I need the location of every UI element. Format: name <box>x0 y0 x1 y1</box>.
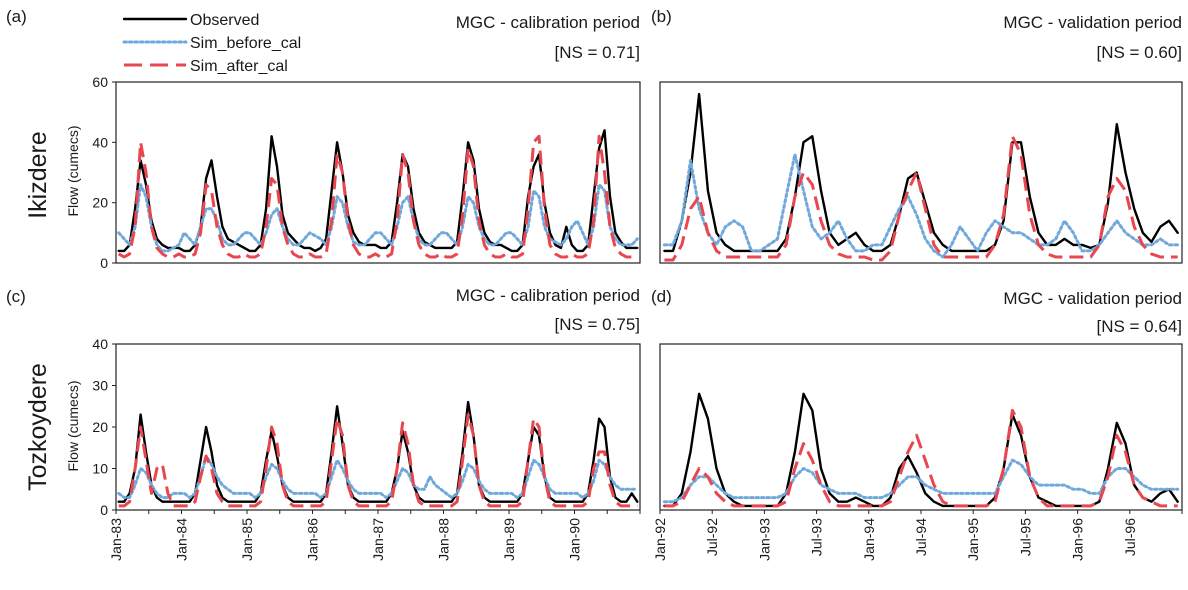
legend: Observed Sim_before_cal Sim_after_cal <box>122 12 301 75</box>
plot-frame-c <box>115 343 641 511</box>
series-sim-after-cal-c <box>118 413 638 508</box>
series-observed-c <box>117 400 639 503</box>
ylabel-top: Flow (cumecs) <box>65 125 81 216</box>
xtick-label-c-7: Jan-90 <box>567 518 583 561</box>
panel-ns-c: [NS = 0.75] <box>554 315 640 334</box>
plot-frame-b <box>659 81 1183 264</box>
plot-frame-a <box>115 81 641 264</box>
panel-ns-a: [NS = 0.71] <box>554 43 640 62</box>
panel-letter-d: (d) <box>651 287 672 306</box>
xtick-label-c-1: Jan-84 <box>174 518 190 561</box>
xtick-label-c-2: Jan-85 <box>239 518 255 561</box>
series-sim-after-cal-b <box>664 134 1178 262</box>
xtick-label-c-5: Jan-88 <box>436 518 452 561</box>
series-sim-before-cal-a <box>117 183 639 253</box>
xtick-label-d-6: Jan-95 <box>965 518 981 561</box>
ytick-label-a-40: 40 <box>92 134 108 150</box>
xtick-label-d-0: Jan-92 <box>652 518 668 561</box>
plot-panels: 0 20 40 60 0 10 20 30 40 Jan-83 Jan-84 Jan-85 Jan-86… <box>92 74 1183 561</box>
panel-title-d: MGC - validation period <box>1003 289 1182 308</box>
series-sim-after-cal-d <box>664 408 1178 508</box>
panel-ns-d: [NS = 0.64] <box>1096 317 1182 336</box>
xtick-label-c-6: Jan-89 <box>501 518 517 561</box>
legend-label-observed: Observed <box>190 12 259 29</box>
ytick-label-c-10: 10 <box>92 461 108 477</box>
xtick-label-d-7: Jul-95 <box>1017 518 1033 556</box>
panel-letter-b: (b) <box>651 7 672 26</box>
panel-a: 0 20 40 60 <box>92 74 641 271</box>
xtick-label-d-2: Jan-93 <box>756 518 772 561</box>
ytick-label-c-20: 20 <box>92 419 108 435</box>
xtick-label-d-3: Jul-93 <box>809 518 825 556</box>
ytick-label-c-0: 0 <box>100 502 108 518</box>
xtick-label-d-4: Jan-94 <box>861 518 877 561</box>
xtick-label-c-3: Jan-86 <box>305 518 321 561</box>
panel-letter-a: (a) <box>6 7 27 26</box>
ytick-label-a-0: 0 <box>100 255 108 271</box>
xtick-label-c-4: Jan-87 <box>370 518 386 561</box>
ytick-label-a-60: 60 <box>92 74 108 90</box>
legend-label-sim-before-cal: Sim_before_cal <box>190 35 301 52</box>
xtick-label-d-1: Jul-92 <box>704 518 720 556</box>
ytick-label-a-20: 20 <box>92 195 108 211</box>
series-sim-before-cal-d <box>662 458 1180 504</box>
panel-b <box>659 81 1183 264</box>
ylabel-bottom: Flow (cumecs) <box>65 380 81 471</box>
xtick-label-d-9: Jul-96 <box>1122 518 1138 556</box>
panel-title-c: MGC - calibration period <box>456 286 640 305</box>
legend-label-sim-after-cal: Sim_after_cal <box>190 58 288 75</box>
row-label-tozkoydere: Tozkoydere <box>24 363 52 491</box>
panel-title-b: MGC - validation period <box>1003 13 1182 32</box>
panel-title-a: MGC - calibration period <box>456 13 640 32</box>
xtick-label-d-8: Jan-96 <box>1070 518 1086 561</box>
panel-d: Jan-92 Jul-92 Jan-93 Jul-93 Jan-94 Jul-94 Jan-… <box>652 343 1183 561</box>
xtick-label-c-0: Jan-83 <box>108 518 124 561</box>
panel-c: 0 10 20 30 40 Jan-83 Jan-84 Jan-85 Jan-86 Jan-87 J… <box>92 336 641 561</box>
xtick-label-d-5: Jul-94 <box>913 518 929 556</box>
panel-letter-c: (c) <box>6 287 26 306</box>
panel-ns-b: [NS = 0.60] <box>1096 43 1182 62</box>
series-sim-after-cal-a <box>117 134 639 259</box>
ytick-label-c-30: 30 <box>92 378 108 394</box>
ytick-label-c-40: 40 <box>92 336 108 352</box>
series-sim-before-cal-b <box>662 152 1180 259</box>
row-label-ikizdere: Ikizdere <box>24 131 52 219</box>
